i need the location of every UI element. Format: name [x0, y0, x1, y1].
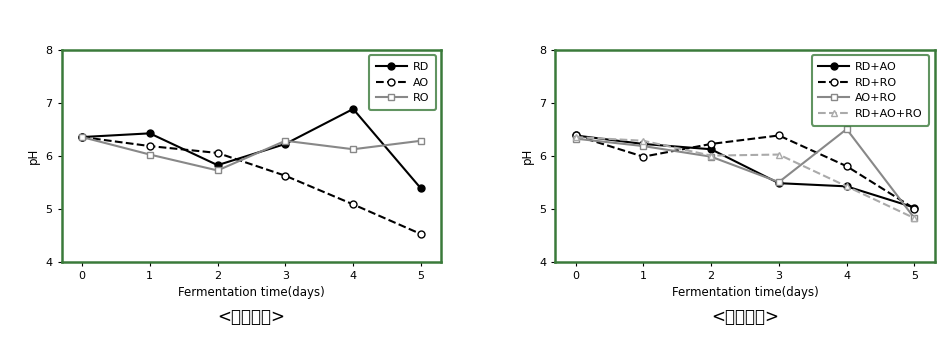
RO: [76, 135, 87, 139]
RD: [144, 131, 156, 135]
Line: RD+AO: RD+AO: [572, 132, 918, 211]
RD+AO+RO: [638, 139, 649, 143]
AO: [76, 135, 87, 139]
RO: [280, 139, 291, 143]
Text: <혼합발효>: <혼합발효>: [711, 308, 779, 326]
AO+RO: [909, 216, 921, 220]
Line: RO: RO: [79, 134, 424, 174]
RD+RO: [705, 142, 716, 146]
RD+AO+RO: [569, 135, 581, 139]
RO: [347, 147, 359, 151]
X-axis label: Fermentation time(days): Fermentation time(days): [672, 286, 818, 299]
Line: RD+RO: RD+RO: [572, 132, 918, 212]
RD+RO: [909, 207, 921, 211]
RD: [416, 186, 427, 190]
RD+RO: [638, 155, 649, 159]
RD+RO: [773, 133, 785, 137]
AO+RO: [705, 155, 716, 159]
RD+AO+RO: [841, 184, 852, 188]
RD+AO+RO: [705, 154, 716, 158]
Text: <단독발효>: <단독발효>: [217, 308, 286, 326]
AO+RO: [841, 127, 852, 131]
X-axis label: Fermentation time(days): Fermentation time(days): [178, 286, 325, 299]
RD+AO+RO: [909, 216, 921, 220]
RD+AO: [569, 133, 581, 137]
RD: [212, 163, 223, 167]
RD+AO: [773, 181, 785, 185]
RD+AO: [638, 142, 649, 146]
Line: RD: RD: [79, 105, 424, 192]
AO: [280, 174, 291, 178]
Legend: RD, AO, RO: RD, AO, RO: [369, 55, 436, 110]
Line: AO+RO: AO+RO: [572, 126, 918, 222]
RD: [76, 135, 87, 139]
AO: [347, 202, 359, 207]
RD+RO: [841, 164, 852, 168]
AO+RO: [773, 180, 785, 184]
AO+RO: [569, 136, 581, 141]
Line: AO: AO: [79, 134, 424, 238]
Y-axis label: pH: pH: [27, 147, 40, 164]
RO: [416, 139, 427, 143]
AO: [212, 151, 223, 155]
AO: [144, 144, 156, 148]
AO: [416, 232, 427, 236]
Line: RD+AO+RO: RD+AO+RO: [572, 134, 918, 222]
Y-axis label: pH: pH: [520, 147, 533, 164]
Legend: RD+AO, RD+RO, AO+RO, RD+AO+RO: RD+AO, RD+RO, AO+RO, RD+AO+RO: [811, 55, 929, 126]
RD: [347, 107, 359, 111]
AO+RO: [638, 144, 649, 148]
RO: [212, 168, 223, 172]
RD+AO: [841, 184, 852, 188]
RD+AO: [705, 147, 716, 151]
RD+RO: [569, 133, 581, 137]
RD+AO+RO: [773, 153, 785, 157]
RO: [144, 153, 156, 157]
RD: [280, 142, 291, 146]
RD+AO: [909, 206, 921, 210]
